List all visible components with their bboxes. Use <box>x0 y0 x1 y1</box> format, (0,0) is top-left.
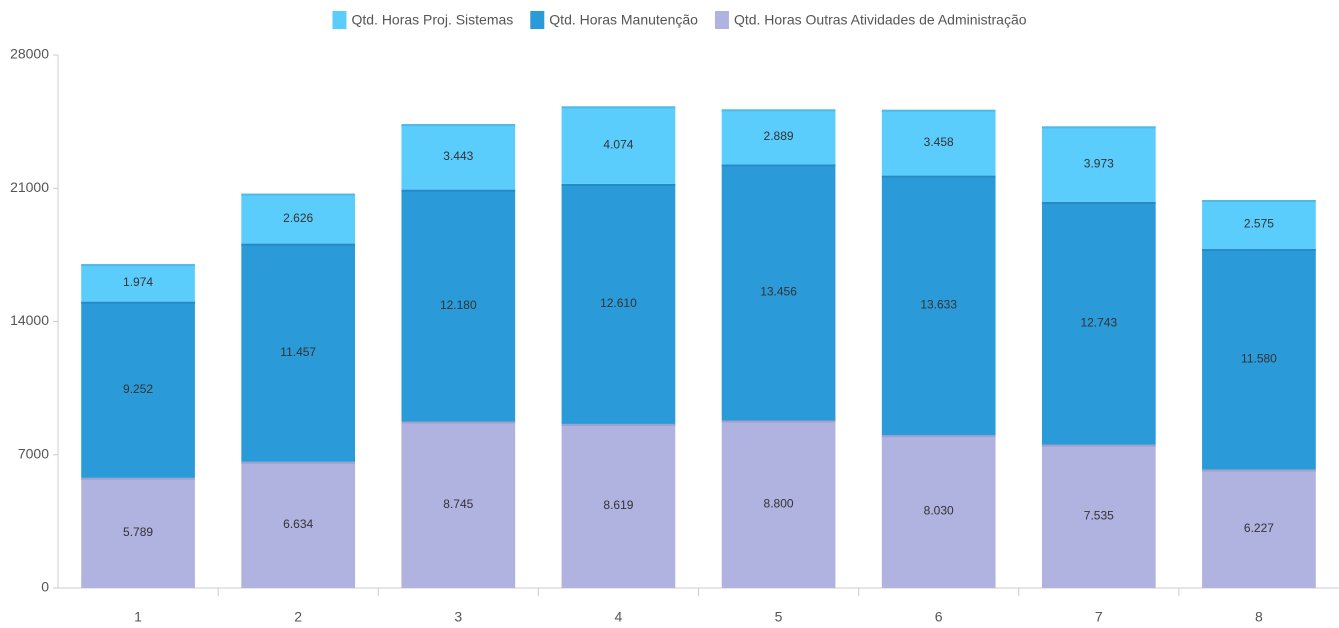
value-label: 8.745 <box>443 497 473 511</box>
bar-segment <box>561 106 676 184</box>
bar-segment <box>721 164 836 421</box>
value-label: 1.974 <box>123 275 153 289</box>
value-label: 4.074 <box>603 137 633 151</box>
bar-segment <box>561 423 676 588</box>
bar-segment <box>241 193 356 244</box>
value-label: 3.443 <box>443 149 473 163</box>
bar-segment <box>1202 200 1316 250</box>
value-label: 7.535 <box>1084 508 1114 522</box>
bar-segment <box>881 435 996 588</box>
bar-segment <box>881 175 996 436</box>
y-tick-label: 7000 <box>18 445 49 461</box>
y-tick-label: 21000 <box>10 179 49 195</box>
bar-segment <box>1041 444 1156 588</box>
legend-swatch <box>530 11 545 29</box>
bar-segment <box>1041 201 1156 445</box>
bar-segment <box>241 461 356 588</box>
bar-segment <box>1202 469 1316 588</box>
x-tick-label: 4 <box>615 609 623 625</box>
bar-segment <box>1202 249 1316 470</box>
value-label: 3.458 <box>924 135 954 149</box>
legend-swatch <box>332 11 347 29</box>
x-tick-label: 3 <box>454 609 462 625</box>
value-label: 11.580 <box>1241 351 1277 365</box>
x-tick-label: 2 <box>294 609 302 625</box>
value-label: 2.889 <box>764 129 794 143</box>
bar-segment <box>721 109 836 165</box>
legend-label: Qtd. Horas Manutenção <box>549 12 698 28</box>
legend-swatch <box>714 11 729 29</box>
x-tick-label: 1 <box>134 609 142 625</box>
value-label: 8.619 <box>603 498 633 512</box>
value-label: 6.227 <box>1244 521 1274 535</box>
value-label: 2.626 <box>283 211 313 225</box>
bar-segment <box>721 420 836 588</box>
value-label: 6.634 <box>283 517 313 531</box>
value-label: 13.633 <box>920 298 957 312</box>
value-label: 8.030 <box>924 504 954 518</box>
value-label: 13.456 <box>760 285 797 299</box>
bar-segment <box>81 301 195 478</box>
bar-segment <box>81 264 195 302</box>
bar-segment <box>81 477 195 588</box>
value-label: 12.180 <box>440 298 477 312</box>
y-tick-label: 14000 <box>10 312 49 328</box>
bar-segment <box>401 421 516 588</box>
x-tick-label: 8 <box>1255 609 1263 625</box>
y-tick-label: 0 <box>41 579 49 595</box>
value-label: 9.252 <box>123 382 153 396</box>
bar-segment <box>241 243 356 462</box>
value-label: 11.457 <box>280 345 316 359</box>
value-label: 12.610 <box>600 296 637 310</box>
y-tick-label: 28000 <box>10 46 49 62</box>
bar-segment <box>561 183 676 424</box>
bar-segment <box>401 189 516 422</box>
value-label: 12.743 <box>1080 315 1117 329</box>
x-tick-label: 7 <box>1095 609 1103 625</box>
value-label: 8.800 <box>764 496 794 510</box>
legend-label: Qtd. Horas Proj. Sistemas <box>351 12 513 28</box>
bar-segment <box>881 109 996 176</box>
value-label: 5.789 <box>123 525 153 539</box>
bar-segment <box>401 124 516 190</box>
x-tick-label: 5 <box>775 609 783 625</box>
x-tick-label: 6 <box>935 609 943 625</box>
value-label: 3.973 <box>1084 156 1114 170</box>
bar-segment <box>1041 126 1156 202</box>
value-label: 2.575 <box>1244 217 1274 231</box>
legend-label: Qtd. Horas Outras Atividades de Administ… <box>734 12 1027 28</box>
